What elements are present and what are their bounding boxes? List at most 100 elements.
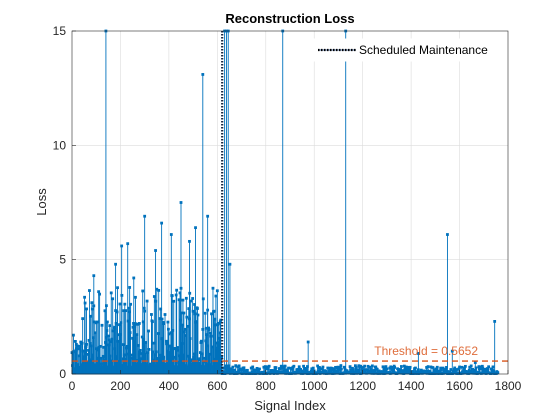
stem-marker-bg [82,349,86,353]
stem-marker-bg [165,342,169,346]
legend-box [311,38,503,62]
stem-marker [188,239,191,243]
stem-marker-bg [441,366,445,370]
stem-marker-bg [91,336,95,340]
stem-marker-bg [468,365,472,369]
stem-marker-bg [158,317,162,320]
stem-marker-bg [124,346,128,350]
stem-marker-bg [216,341,220,345]
stem-marker-bg [279,364,283,368]
stem-marker-bg [119,321,123,325]
stem-marker [97,290,101,294]
stem-marker-bg [122,353,126,357]
stem-marker-bg [355,368,359,372]
stem-marker-bg [250,370,254,374]
stem-marker-bg [133,340,136,344]
stem-marker-bg [105,320,109,324]
stem-marker-bg [116,286,119,290]
stem-marker-bg [106,365,110,369]
stem-marker-bg [224,367,228,370]
stem-marker-bg [237,369,241,373]
stem-marker-bg [140,363,144,366]
stem-marker [450,349,454,353]
stem-marker-bg [87,348,90,352]
stem-marker-bg [408,367,412,371]
stem-marker-bg [327,369,331,373]
stem-marker-bg [139,357,143,361]
stem-marker-bg [99,365,102,369]
x-tick-label: 1600 [446,379,473,393]
stem-marker-bg [135,333,139,337]
stem-marker-bg [353,370,357,374]
stem-marker-bg [256,368,259,372]
stem-marker-bg [457,367,461,371]
stem-marker-bg [263,370,267,374]
stem-marker-bg [174,347,178,351]
stem-marker-bg [95,320,99,324]
stem-marker-bg [145,362,149,366]
stem-marker-bg [393,366,397,369]
stem-marker-bg [370,364,374,368]
stem-marker [160,221,164,225]
stem-marker-bg [224,364,227,368]
stem-marker-bg [108,324,112,328]
stem-marker-bg [339,367,343,371]
stem-marker-bg [217,321,221,325]
stem-marker-bg [117,360,120,363]
stem-marker-bg [175,365,179,369]
stem-marker-bg [152,341,156,345]
stem-marker-bg [141,320,145,324]
stem-marker-bg [121,343,125,346]
stem-marker-bg [425,366,429,369]
stem-marker-bg [154,350,158,354]
stem-marker-bg [90,301,94,305]
stem-marker-bg [381,370,384,373]
stem-marker-bg [83,295,86,299]
stem-marker-bg [352,368,355,372]
stem-marker-bg [385,367,389,371]
stem-marker-bg [75,347,79,351]
stem-marker-bg [453,366,457,370]
stem-marker-bg [109,340,113,344]
stem-marker-bg [76,344,80,348]
stem-marker-bg [279,366,283,370]
stem-marker-bg [147,347,151,351]
stem-marker-bg [306,365,309,368]
stem-marker-bg [197,358,200,362]
stem-marker-bg [77,354,81,358]
stem-marker-bg [213,357,216,361]
stem-marker [154,249,157,252]
stem-marker-bg [348,365,352,369]
stem-marker-bg [266,367,270,371]
stem-marker [446,233,449,236]
stem-marker-bg [492,369,495,373]
stem-marker-bg [338,365,342,369]
x-axis-label: Signal Index [254,398,326,413]
stem-marker-bg [252,368,256,372]
stem-marker-bg [428,370,432,374]
stem-marker-bg [426,365,430,369]
stem-marker-bg [185,365,189,369]
stem-marker-bg [480,364,484,368]
stem-marker-bg [192,352,196,356]
stem-marker-bg [319,367,322,371]
stem-marker-bg [210,312,213,316]
stem-marker-bg [72,333,75,337]
stem-marker-bg [208,352,211,356]
stem-series [70,29,500,375]
stem-marker-bg [208,363,212,366]
stem-marker-bg [177,298,181,302]
stem-marker-bg [338,367,341,371]
stem-marker [179,201,183,204]
stem-marker-bg [111,329,115,333]
stem-marker-bg [464,370,468,373]
stem-marker-bg [299,368,303,371]
stem-marker-bg [105,329,109,332]
stem-marker-bg [187,307,191,311]
stem-marker-bg [406,370,410,373]
stem-marker-bg [186,354,190,358]
stem-marker-bg [103,358,106,362]
stem-marker-bg [121,357,125,361]
stem-marker [132,276,136,280]
stem-marker-bg [74,348,78,352]
